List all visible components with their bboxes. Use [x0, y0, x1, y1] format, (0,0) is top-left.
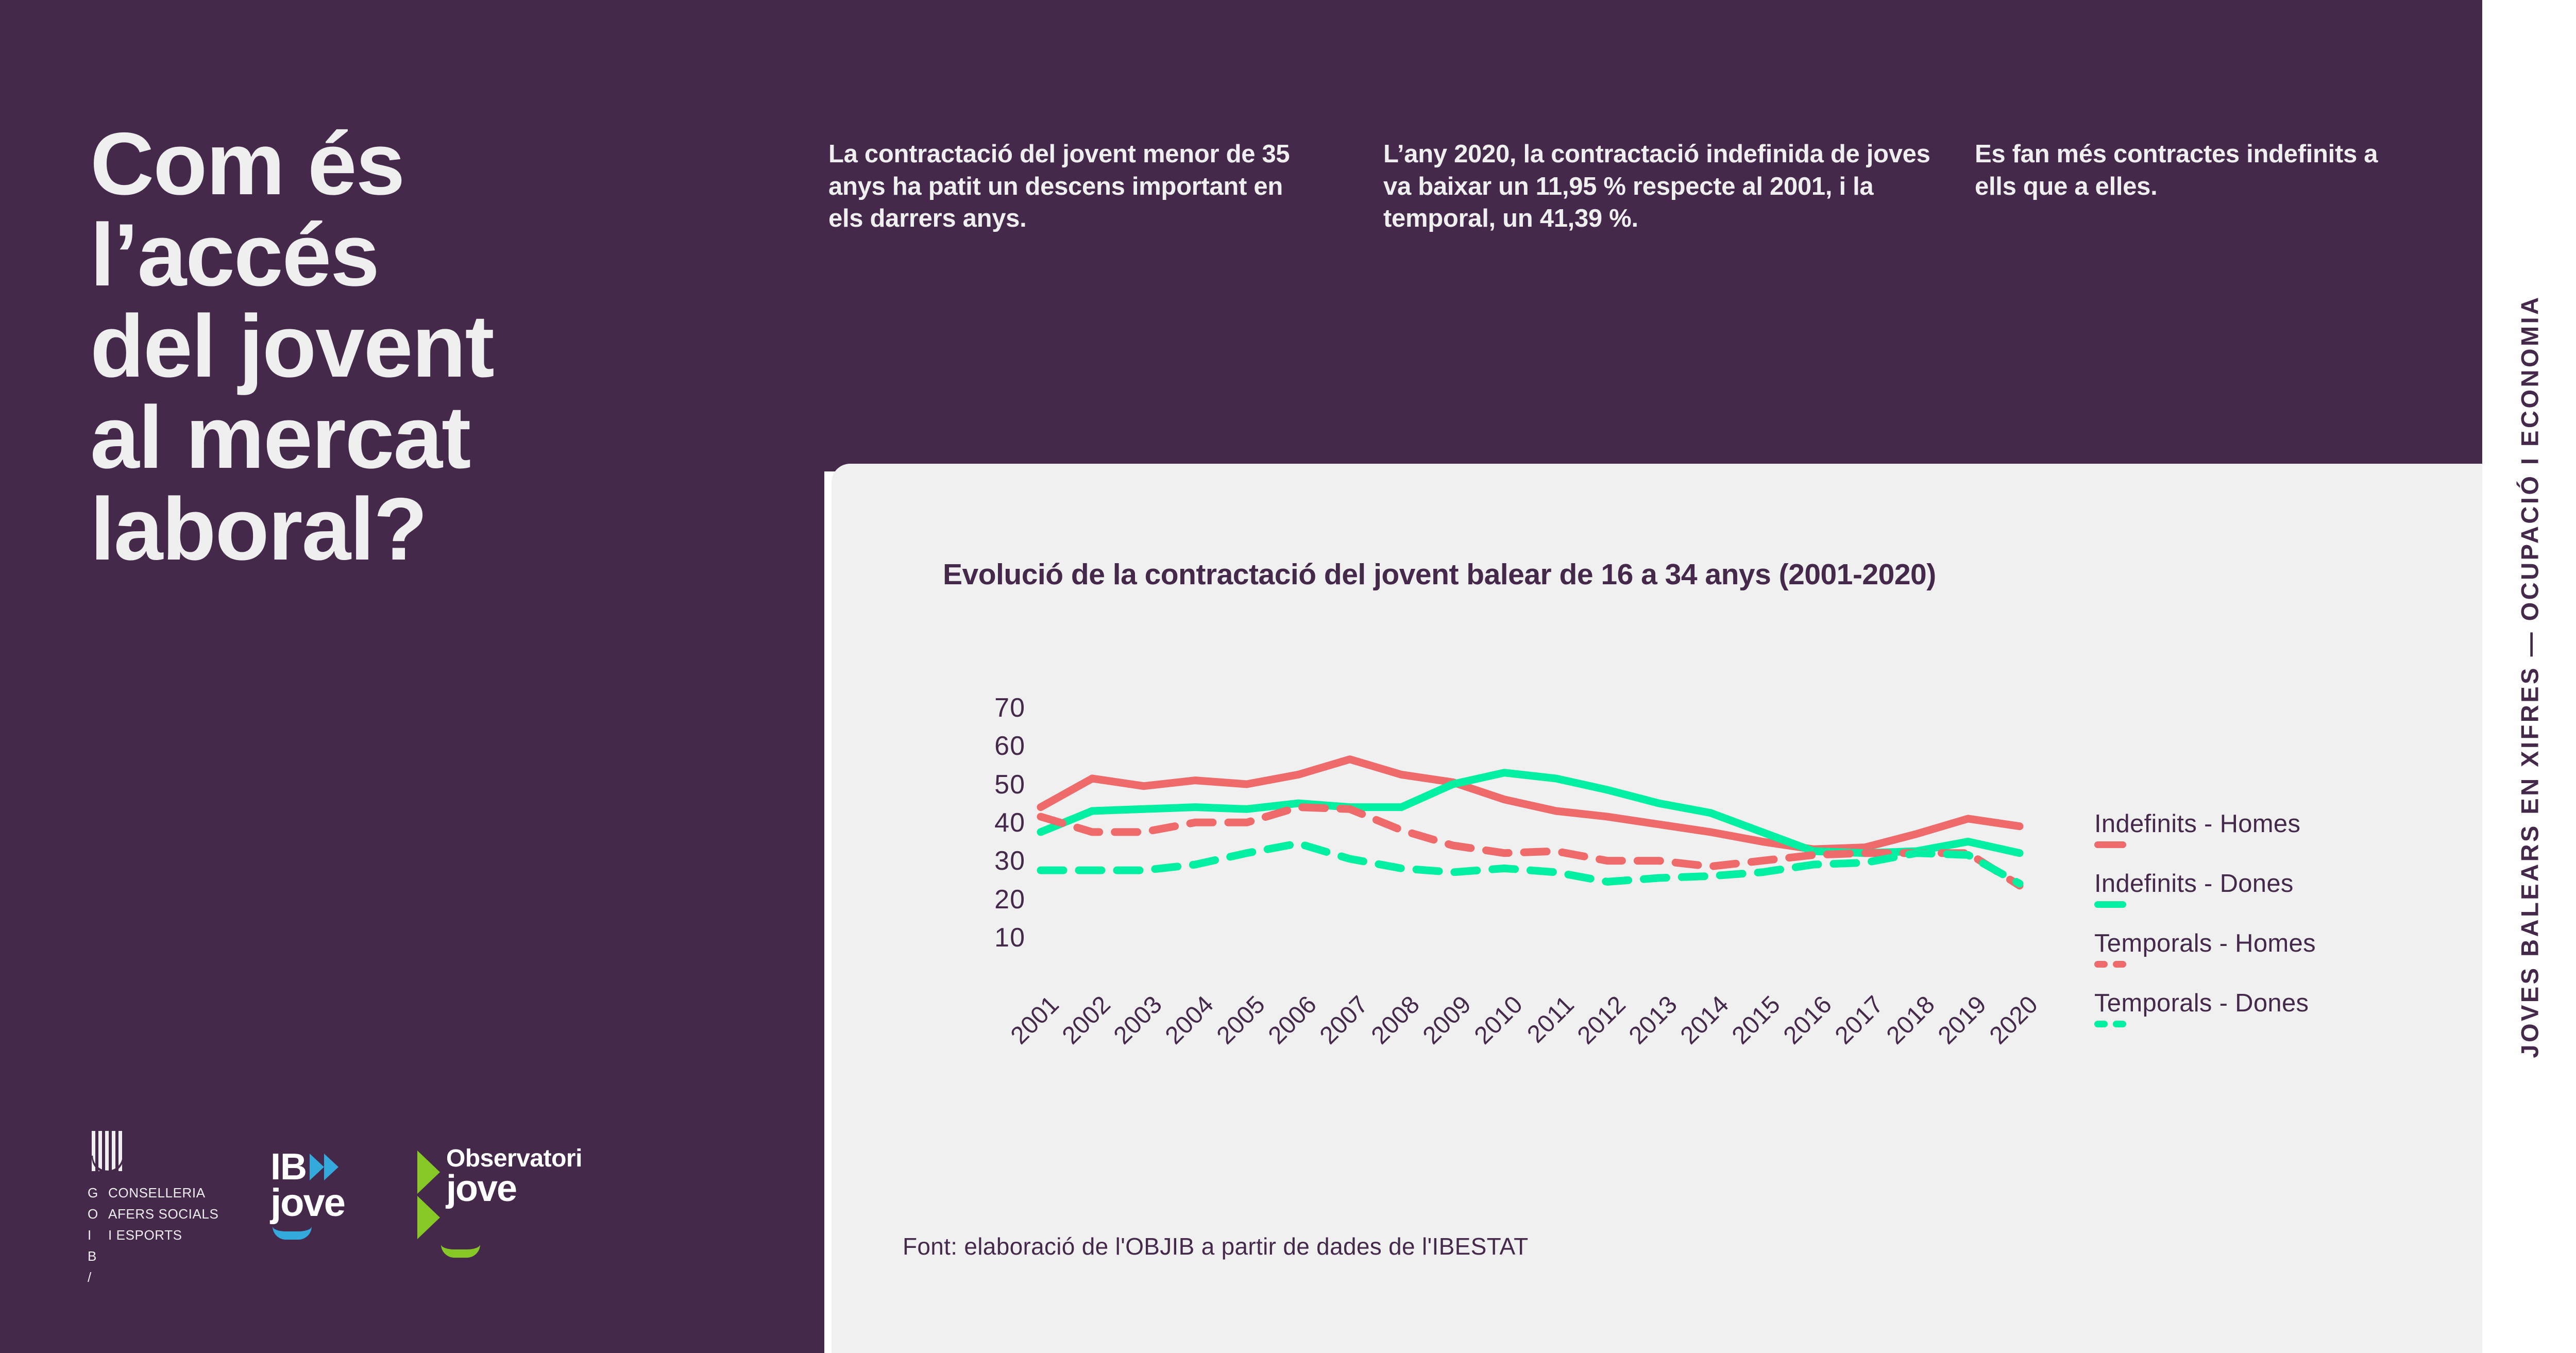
triangle-icon-bottom [417, 1196, 440, 1239]
legend-label: Temporals - Homes [2094, 929, 2316, 957]
legend-label: Indefinits - Homes [2094, 810, 2301, 838]
legend-item-0[interactable]: Indefinits - Homes [2094, 811, 2316, 848]
legend-item-3[interactable]: Temporals - Dones [2094, 991, 2316, 1027]
y-axis-tick-20: 20 [994, 884, 1025, 915]
legend-item-2[interactable]: Temporals - Homes [2094, 931, 2316, 968]
legend-swatch [2094, 961, 2126, 968]
chart-lines [1037, 755, 2024, 890]
y-axis-label: Milers de persones [773, 723, 798, 915]
goib-initial: O [88, 1206, 98, 1222]
legend-item-1[interactable]: Indefinits - Dones [2094, 871, 2316, 908]
goib-line-3: B [88, 1246, 242, 1267]
goib-line-2: I I ESPORTS [88, 1225, 242, 1246]
legend-swatch [2094, 841, 2126, 848]
y-axis-tick-30: 30 [994, 846, 1025, 876]
page-title: Com és l’accés del jovent al mercat labo… [90, 114, 796, 579]
goib-word: AFERS SOCIALS [108, 1206, 219, 1222]
intro-paragraph-1: La contractació del jovent menor de 35 a… [828, 140, 1290, 233]
goib-line-4: / [88, 1267, 242, 1288]
goib-initial: G [88, 1185, 98, 1200]
sidebar-label: JOVES BALEARS EN XIFRES — OCUPACIÓ I ECO… [2516, 295, 2543, 1058]
chart-legend: Indefinits - Homes Indefinits - Dones Temp… [2094, 811, 2316, 1051]
legend-label: Indefinits - Dones [2094, 870, 2294, 898]
observatori-jove-logo: Observatori jove [417, 1146, 582, 1258]
series-line-indefinits-homes [1037, 755, 2024, 853]
chart-plot-area [1037, 690, 2024, 958]
double-arrow-icon [310, 1154, 338, 1181]
intro-paragraph-2: L’any 2020, la contractació indefinida d… [1383, 140, 1930, 233]
chart-title: Evolució de la contractació del jovent b… [943, 558, 1936, 591]
ibjove-smile-icon [273, 1226, 312, 1240]
left-purple-panel [0, 0, 824, 1353]
legend-label: Temporals - Dones [2094, 989, 2309, 1017]
headline-line-2: l’accés [90, 206, 380, 305]
intro-paragraph-3: Es fan més contractes indefinits a ells … [1975, 140, 2378, 200]
goib-logo: G CONSELLERIA O AFERS SOCIALS I I ESPORTS B / [88, 1131, 242, 1288]
goib-initial: B [88, 1248, 97, 1264]
goib-initial: / [88, 1270, 92, 1286]
observatori-smile-icon [441, 1244, 480, 1258]
series-line-temporals-homes [1037, 803, 2024, 890]
ibjove-bottom-text: jove [270, 1180, 346, 1225]
goib-word: CONSELLERIA [108, 1185, 206, 1200]
y-axis-tick-50: 50 [994, 769, 1025, 800]
headline-line-4: al mercat [90, 388, 471, 487]
top-purple-band [824, 0, 2482, 471]
triangle-icon-top [417, 1151, 440, 1194]
right-sidebar: JOVES BALEARS EN XIFRES — OCUPACIÓ I ECO… [2482, 0, 2576, 1353]
y-axis-tick-10: 10 [994, 922, 1025, 953]
chart-source: Font: elaboració de l'OBJIB a partir de … [903, 1233, 1529, 1260]
goib-line-0: G CONSELLERIA [88, 1182, 242, 1204]
ibjove-top-text: IB [270, 1146, 307, 1188]
goib-line-1: O AFERS SOCIALS [88, 1204, 242, 1225]
ibjove-logo: IB jove [270, 1146, 384, 1240]
goib-word: I ESPORTS [108, 1227, 182, 1243]
y-axis-tick-60: 60 [994, 731, 1025, 762]
legend-swatch [2094, 901, 2126, 908]
legend-swatch [2094, 1021, 2126, 1027]
headline-line-3: del jovent [90, 297, 495, 396]
headline-line-1: Com és [90, 114, 405, 213]
series-line-indefinits-dones [1037, 769, 2024, 857]
y-axis-label-wrap: Milers de persones [768, 665, 1077, 974]
y-axis-tick-70: 70 [994, 693, 1025, 723]
y-axis-tick-40: 40 [994, 808, 1025, 838]
goib-logo-text: G CONSELLERIA O AFERS SOCIALS I I ESPORTS B / [88, 1182, 242, 1288]
series-line-temporals-dones [1037, 839, 2024, 888]
chart-panel [832, 464, 2482, 1353]
headline-line-5: laboral? [90, 479, 428, 579]
goib-crest-icon [92, 1131, 124, 1173]
goib-initial: I [88, 1227, 92, 1243]
observatori-bottom-text: jove [446, 1168, 517, 1209]
observatori-top-text: Observatori [446, 1145, 582, 1172]
